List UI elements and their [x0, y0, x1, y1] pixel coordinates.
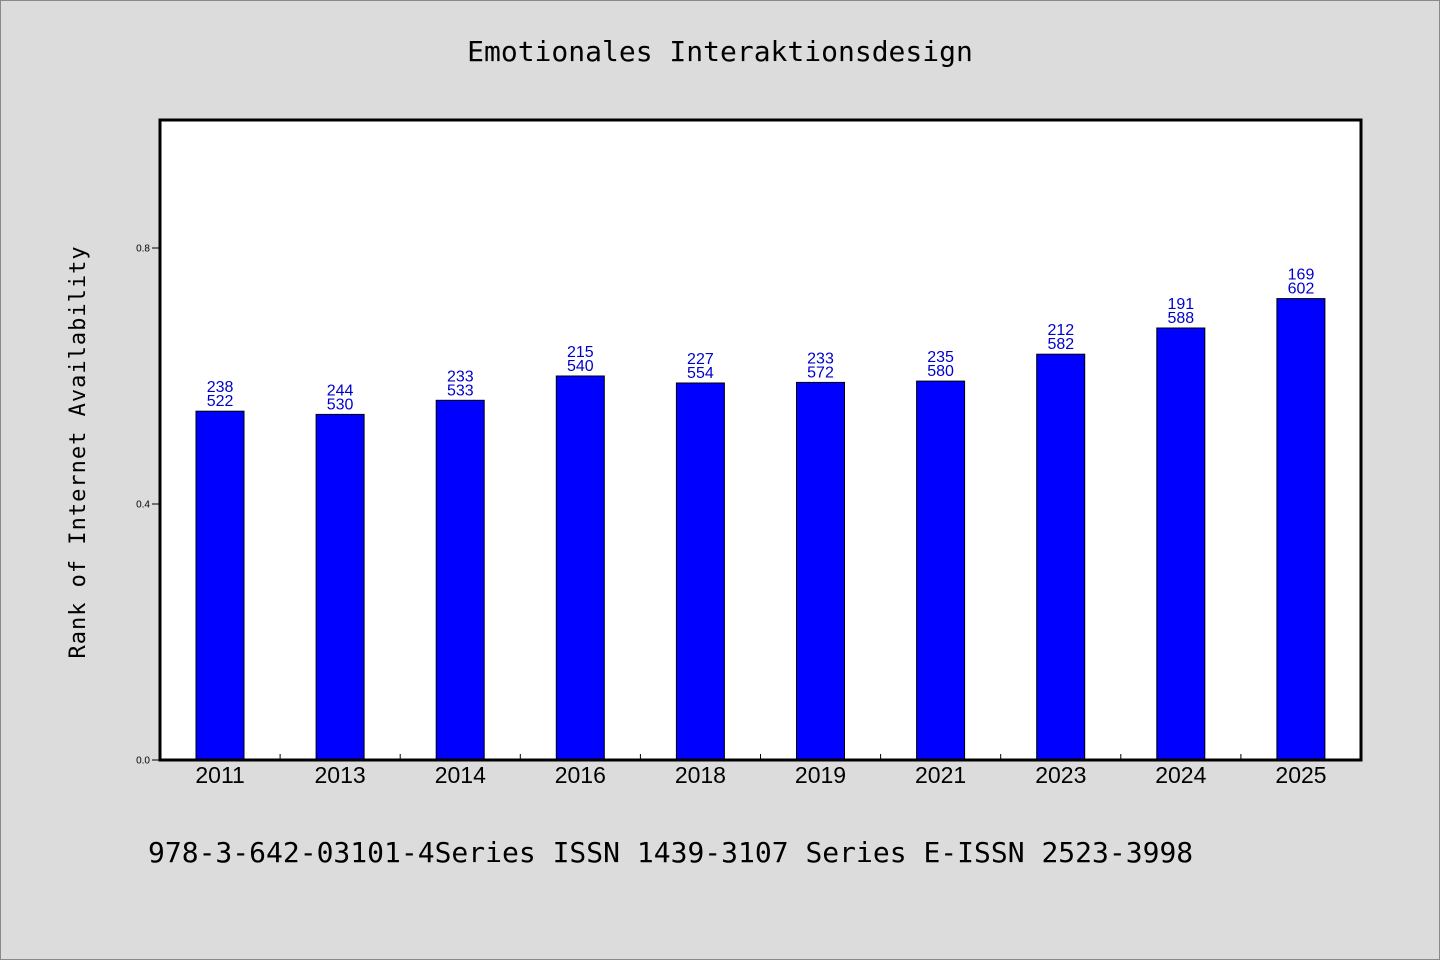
x-tick-label-2014: 2014	[435, 762, 486, 788]
x-tick-label-2013: 2013	[315, 762, 366, 788]
data-label-top-2025: 169	[1288, 267, 1315, 284]
chart-title: Emotionales Interaktionsdesign	[467, 35, 973, 68]
bar-2018	[675, 382, 725, 761]
footer-text: 978-3-642-03101-4Series ISSN 1439-3107 S…	[148, 836, 1193, 869]
bar-2025	[1276, 298, 1326, 761]
data-label-top-2014: 233	[447, 368, 474, 385]
data-label-top-2016: 215	[567, 344, 594, 361]
data-label-bottom-2016: 540	[567, 358, 594, 375]
x-tick-label-2018: 2018	[675, 762, 726, 788]
x-tick-label-2021: 2021	[915, 762, 966, 788]
data-label-bottom-2019: 572	[807, 364, 834, 381]
x-tick-label-2023: 2023	[1035, 762, 1086, 788]
data-label-bottom-2011: 522	[207, 393, 234, 410]
plot-border	[158, 118, 1363, 762]
x-tick-label-2016: 2016	[555, 762, 606, 788]
data-label-top-2013: 244	[327, 382, 354, 399]
y-tick-label-0.4: 0.4	[136, 500, 150, 511]
data-label-bottom-2025: 602	[1288, 281, 1315, 298]
bar-2024	[1156, 327, 1206, 761]
bar-2021	[916, 380, 966, 761]
data-label-top-2024: 191	[1167, 296, 1194, 313]
bar-2011	[195, 410, 245, 761]
data-label-bottom-2024: 588	[1167, 310, 1194, 327]
x-tick-label-2025: 2025	[1275, 762, 1326, 788]
bar-2019	[796, 381, 845, 761]
bar-2023	[1036, 353, 1086, 761]
x-tick-label-2019: 2019	[795, 762, 846, 788]
bar-2013	[315, 413, 365, 761]
bars-layer	[195, 298, 1326, 761]
data-label-bottom-2014: 533	[447, 382, 474, 399]
axes-layer: 2011 2013 2014 2016 2018 2019 2021 2023 2024 2025…	[136, 244, 1326, 789]
data-label-top-2011: 238	[207, 379, 234, 396]
data-label-bottom-2023: 582	[1047, 336, 1074, 353]
data-label-top-2018: 227	[687, 351, 714, 368]
data-label-top-2023: 212	[1047, 322, 1074, 339]
data-label-bottom-2013: 530	[327, 396, 354, 413]
data-label-top-2021: 235	[927, 349, 954, 366]
y-tick-label-0.8: 0.8	[136, 244, 150, 255]
x-tick-label-2024: 2024	[1155, 762, 1206, 788]
data-label-bottom-2021: 580	[927, 363, 954, 380]
y-axis-label: Rank of Internet Availability	[66, 245, 91, 658]
data-label-bottom-2018: 554	[687, 365, 714, 382]
bar-2014	[435, 399, 485, 761]
data-label-top-2019: 233	[807, 350, 834, 367]
y-tick-label-0.0: 0.0	[136, 756, 150, 767]
x-tick-label-2011: 2011	[195, 762, 244, 788]
bar-2016	[555, 375, 605, 761]
